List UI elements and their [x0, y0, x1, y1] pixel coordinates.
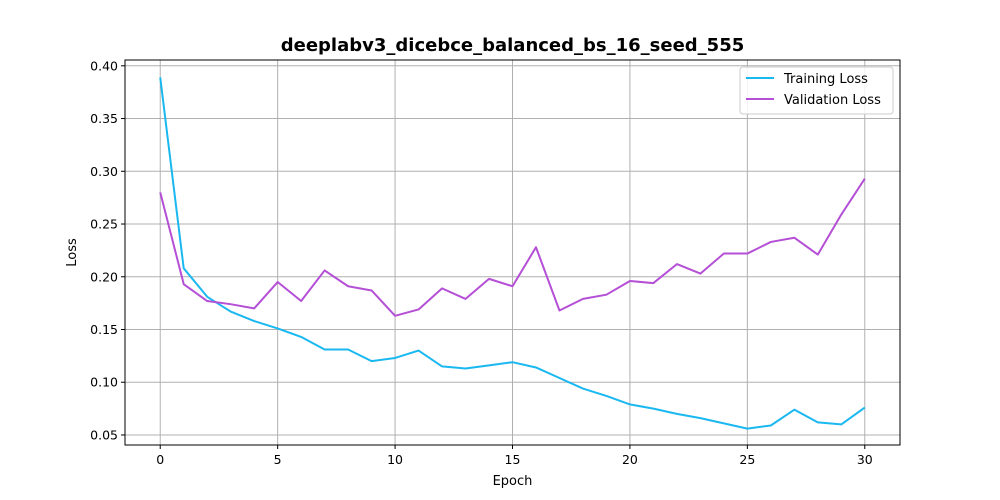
grid [125, 60, 900, 445]
x-tick-label: 5 [274, 452, 282, 467]
y-tick-label: 0.30 [90, 164, 118, 179]
x-tick-label: 25 [739, 452, 755, 467]
x-tick-label: 10 [387, 452, 403, 467]
legend: Training Loss Validation Loss [739, 66, 894, 115]
x-tick-label: 30 [857, 452, 873, 467]
y-tick-label: 0.05 [90, 427, 118, 442]
legend-label-validation-loss: Validation Loss [784, 93, 881, 108]
x-axis-label: Epoch [493, 474, 533, 489]
series-line-validation-loss [159, 178, 866, 317]
chart-title: deeplabv3_dicebce_balanced_bs_16_seed_55… [281, 35, 745, 56]
y-tick-label: 0.25 [90, 217, 118, 232]
legend-box [739, 66, 894, 115]
series-group [159, 77, 866, 430]
y-tick-label: 0.20 [90, 269, 118, 284]
legend-label-training-loss: Training Loss [783, 72, 868, 87]
x-tick-label: 20 [622, 452, 638, 467]
y-axis-label: Loss [65, 238, 80, 267]
y-tick-label: 0.15 [90, 322, 118, 337]
series-line-training-loss [159, 77, 866, 430]
y-tick-label: 0.35 [90, 111, 118, 126]
axis-ticks: 0 5 10 15 20 25 30 0.05 0.10 0.15 0.20 0.25 0.30 0.35… [90, 58, 873, 467]
x-tick-label: 15 [505, 452, 521, 467]
x-tick-label: 0 [156, 452, 164, 467]
y-tick-label: 0.10 [90, 375, 118, 390]
y-tick-label: 0.40 [90, 58, 118, 73]
